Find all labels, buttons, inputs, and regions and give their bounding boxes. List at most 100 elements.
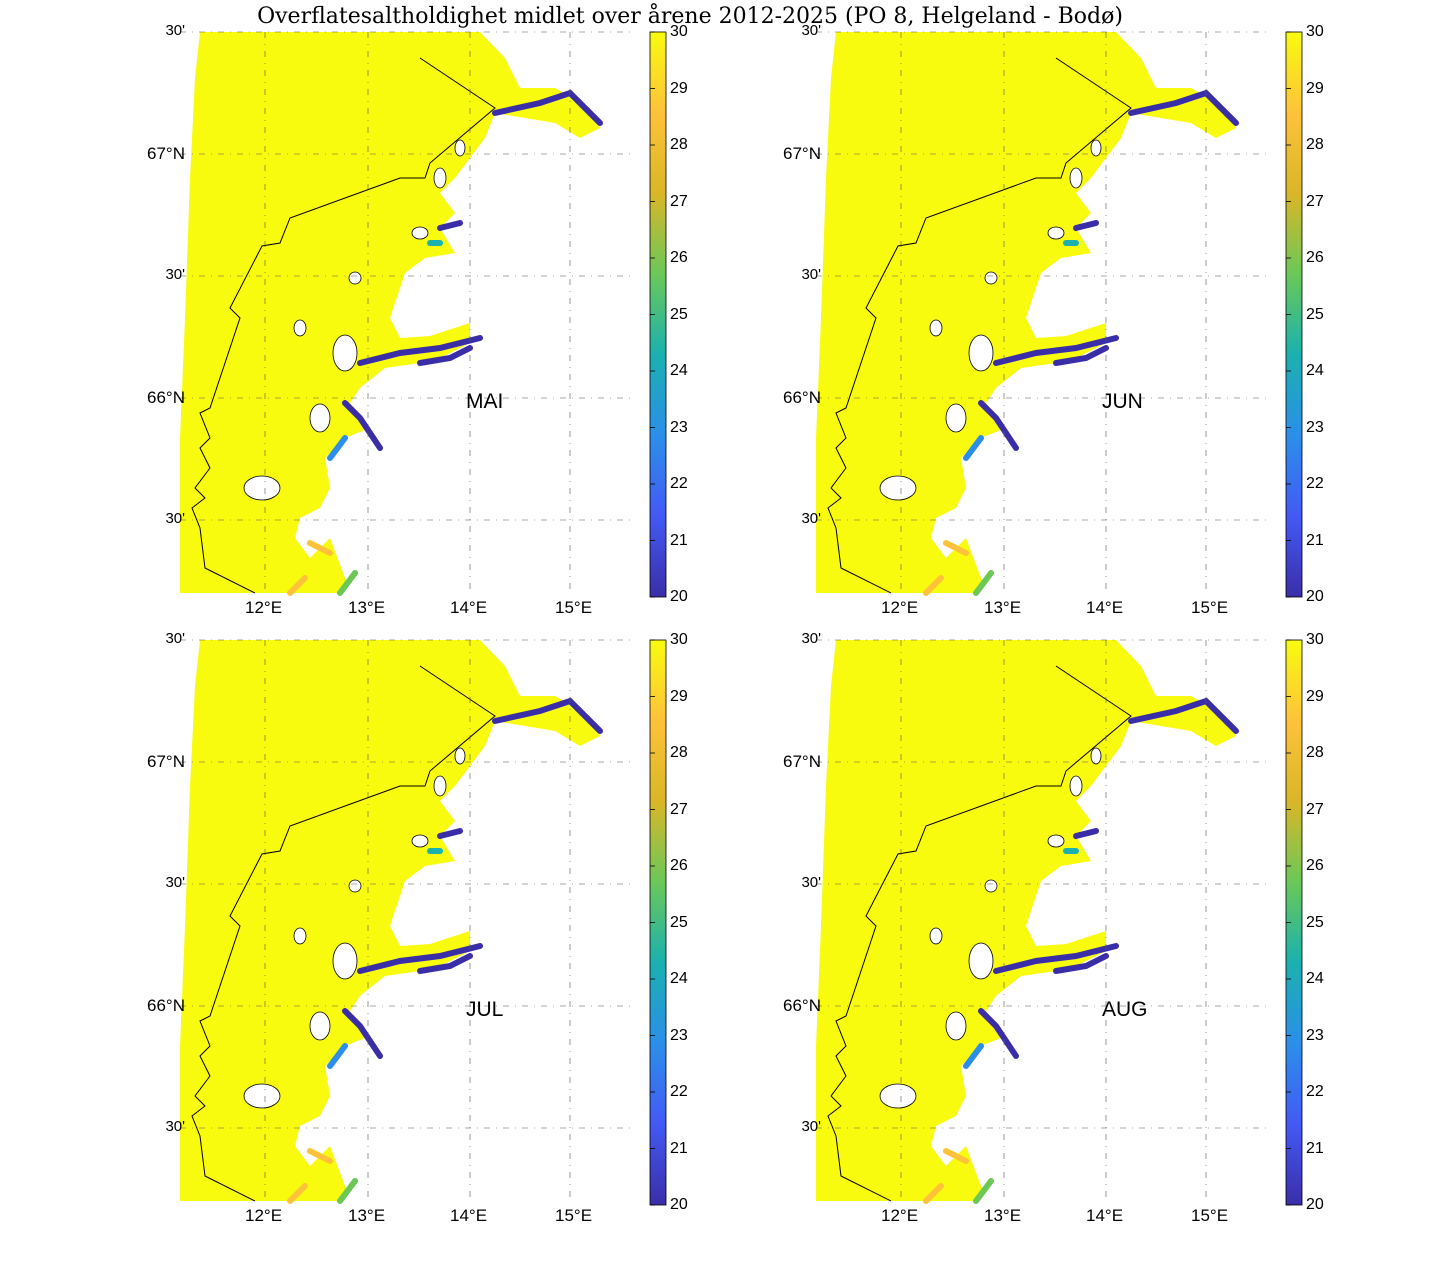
- map-canvas: [816, 639, 1303, 1206]
- fjord-salinity: [973, 570, 994, 596]
- island: [243, 1083, 281, 1109]
- lon-label: 13°E: [984, 1206, 1022, 1225]
- lat-label: 30': [165, 266, 185, 283]
- colorbar-tick-label: 28: [1306, 136, 1324, 153]
- fjord-salinity: [973, 1178, 994, 1204]
- lon-label: 12°E: [245, 1206, 283, 1225]
- colorbar-tick-label: 21: [1306, 531, 1324, 549]
- colorbar-tick-label: 27: [1306, 800, 1324, 818]
- island: [968, 942, 994, 980]
- fjord-salinity: [492, 697, 603, 734]
- map-panel-mai: 30 29 28 27 26 25 24 23 22 21 20 30' 67°N 30' 66°N 30' 1…: [0, 18, 688, 628]
- po-boundary-line: [191, 57, 496, 594]
- lon-label: 12°E: [245, 598, 283, 617]
- island: [1069, 167, 1083, 189]
- island: [968, 334, 994, 372]
- lat-label: 66°N: [783, 388, 821, 407]
- month-label: JUN: [1102, 390, 1143, 413]
- island: [243, 475, 281, 501]
- fjord-salinity: [337, 570, 358, 596]
- fjord-salinity: [923, 575, 944, 596]
- map-canvas: [180, 639, 667, 1206]
- lon-label: 13°E: [348, 598, 386, 617]
- island: [454, 747, 466, 765]
- lat-label: 30': [801, 1118, 821, 1135]
- colorbar-tick-label: 28: [670, 136, 688, 153]
- map-canvas: [180, 31, 667, 598]
- fjord-salinity: [342, 400, 383, 451]
- colorbar-tick-label: 30: [1306, 23, 1324, 40]
- lon-label: 12°E: [881, 598, 919, 617]
- colorbar-tick-label: 28: [670, 744, 688, 761]
- colorbar-tick-label: 26: [1306, 857, 1324, 874]
- lon-label: 14°E: [1086, 598, 1124, 617]
- colorbar-tick-label: 20: [670, 1196, 688, 1213]
- fjord-salinity: [437, 828, 463, 839]
- island: [945, 1011, 967, 1041]
- island: [945, 403, 967, 433]
- fjord-salinity: [1053, 953, 1109, 974]
- lat-label: 30': [801, 22, 821, 39]
- fjord-salinity: [963, 1043, 984, 1069]
- lon-label: 15°E: [1191, 1206, 1229, 1225]
- fjord-salinity: [943, 540, 969, 556]
- colorbar-tick-label: 23: [1306, 418, 1324, 436]
- colorbar-tick-label: 26: [670, 249, 688, 266]
- colorbar-tick-label: 29: [670, 687, 688, 705]
- island: [1047, 834, 1065, 848]
- fjord-salinity: [417, 345, 473, 366]
- colorbar-tick-label: 20: [670, 588, 688, 605]
- fjord-salinity: [1053, 345, 1109, 366]
- colorbar-tick-label: 28: [1306, 744, 1324, 761]
- island: [293, 927, 307, 945]
- colorbar-tick-label: 30: [670, 23, 688, 40]
- lat-label: 30': [801, 510, 821, 527]
- colorbar-tick-label: 20: [1306, 1196, 1324, 1213]
- island: [348, 879, 362, 893]
- colorbar-tick-label: 26: [670, 857, 688, 874]
- po-boundary-line: [191, 665, 496, 1202]
- lon-label: 14°E: [1086, 1206, 1124, 1225]
- lat-label: 30': [801, 874, 821, 891]
- lon-label: 14°E: [450, 598, 488, 617]
- colorbar-tick-label: 25: [670, 305, 688, 323]
- colorbar-tick-label: 24: [670, 970, 688, 987]
- fjord-salinity: [1073, 828, 1099, 839]
- colorbar-tick-label: 23: [670, 1026, 688, 1044]
- colorbar-tick-label: 21: [670, 531, 688, 549]
- po-boundary-line: [827, 665, 1132, 1202]
- land-area: [295, 640, 640, 1201]
- lat-label: 30': [165, 510, 185, 527]
- fjord-salinity: [357, 335, 483, 366]
- colorbar-tick-label: 30: [1306, 631, 1324, 648]
- colorbar-tick-label: 29: [1306, 687, 1324, 705]
- land-area: [931, 640, 1276, 1201]
- colorbar-tick-label: 29: [1306, 79, 1324, 97]
- fjord-salinity: [417, 953, 473, 974]
- lon-label: 13°E: [348, 1206, 386, 1225]
- island: [1047, 226, 1065, 240]
- fjord-salinity: [1128, 697, 1239, 734]
- island: [411, 226, 429, 240]
- colorbar-tick-label: 25: [670, 913, 688, 931]
- colorbar-tick-label: 30: [670, 631, 688, 648]
- map-panel-jul: 30 29 28 27 26 25 24 23 22 21 20 30' 67°N 30' 66°N 30' 1…: [0, 626, 688, 1236]
- colorbar-tick-label: 24: [1306, 970, 1324, 987]
- fjord-salinity: [978, 400, 1019, 451]
- island: [929, 319, 943, 337]
- lon-label: 13°E: [984, 598, 1022, 617]
- fjord-salinity: [492, 89, 603, 126]
- island: [411, 834, 429, 848]
- island: [1069, 775, 1083, 797]
- colorbar-tick-label: 22: [1306, 475, 1324, 492]
- colorbar-tick-label: 27: [670, 192, 688, 210]
- map-panel-jun: 30 29 28 27 26 25 24 23 22 21 20 30' 67°N 30' 66°N 30' 1…: [636, 18, 1324, 628]
- lat-label: 30': [165, 630, 185, 647]
- lat-label: 30': [801, 266, 821, 283]
- fjord-salinity: [978, 1008, 1019, 1059]
- colorbar-tick-label: 23: [1306, 1026, 1324, 1044]
- island: [1090, 139, 1102, 157]
- island: [332, 942, 358, 980]
- lat-label: 30': [165, 22, 185, 39]
- fjord-salinity: [357, 943, 483, 974]
